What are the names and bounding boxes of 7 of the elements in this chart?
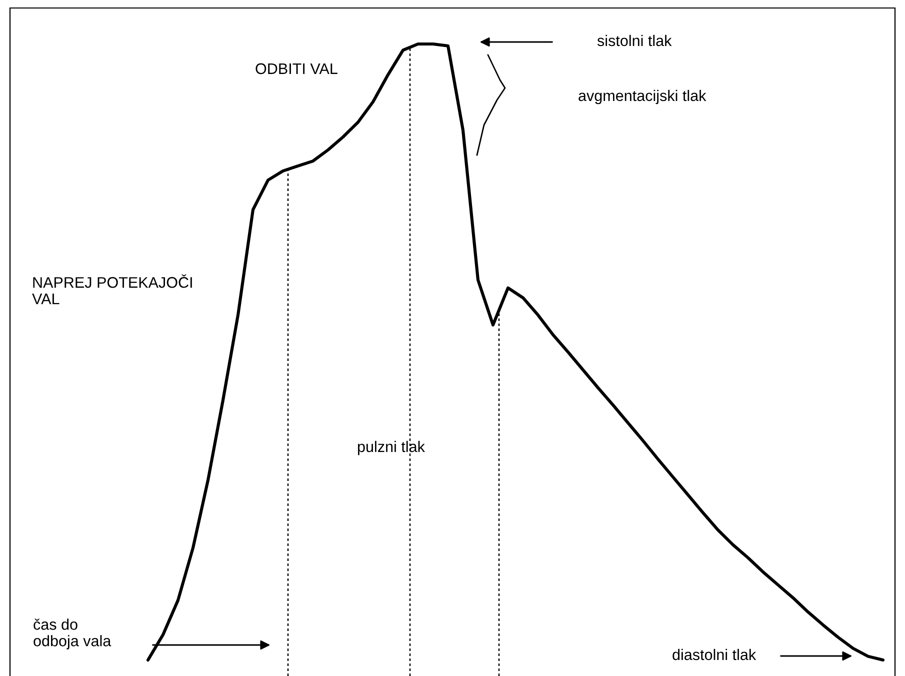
annotation: avgmentacijski tlak [578,90,706,104]
annotation: ODBITI VAL [256,63,338,74]
annotation: NAPREJ POTEKAJOČI VAL [32,274,192,304]
annotation: diastolni tlak [672,648,756,660]
annotation: pulzni tlak [358,440,425,456]
annotation: sistolni tlak [597,34,672,46]
text: čas do odboja vala [34,618,112,650]
